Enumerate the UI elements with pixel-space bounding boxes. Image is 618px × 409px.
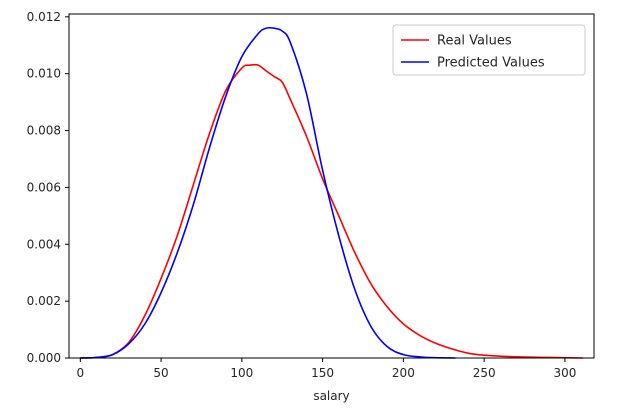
series-line-predicted-values bbox=[79, 26, 456, 359]
x-tick-label: 250 bbox=[473, 366, 496, 380]
plot-frame bbox=[68, 13, 595, 359]
x-tick-label: 300 bbox=[553, 366, 576, 380]
legend: Real Values Predicted Values bbox=[392, 24, 586, 76]
y-tick-label: 0.006 bbox=[27, 180, 61, 194]
axes: 0 50 100 150 200 250 300 0.000 0.002 0.004 0.006 0.… bbox=[27, 10, 577, 380]
x-tick-label: 50 bbox=[153, 366, 168, 380]
y-tick-label: 0.012 bbox=[27, 10, 61, 24]
plot-area bbox=[79, 26, 584, 359]
y-tick-label: 0.002 bbox=[27, 294, 61, 308]
x-tick-label: 100 bbox=[230, 366, 253, 380]
y-tick-label: 0.004 bbox=[27, 237, 61, 251]
legend-box bbox=[392, 24, 586, 76]
y-tick-label: 0.008 bbox=[27, 124, 61, 138]
series-line-real-values bbox=[79, 63, 584, 359]
legend-label-real-values: Real Values bbox=[437, 34, 512, 49]
y-tick-label: 0.010 bbox=[27, 67, 61, 81]
x-tick-label: 150 bbox=[311, 366, 334, 380]
y-tick-label: 0.000 bbox=[27, 351, 61, 365]
legend-label-predicted-values: Predicted Values bbox=[437, 56, 545, 71]
x-tick-label: 200 bbox=[392, 366, 415, 380]
x-tick-label: 0 bbox=[76, 366, 84, 380]
x-axis-label: salary bbox=[313, 389, 349, 403]
